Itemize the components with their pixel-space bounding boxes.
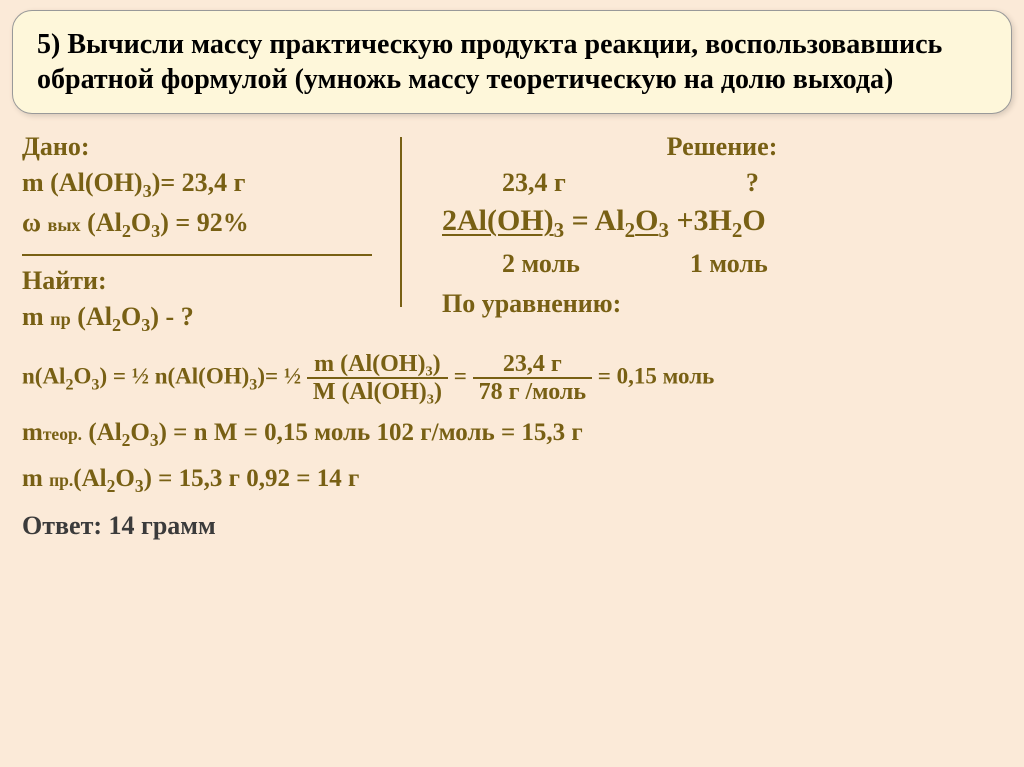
given-block: Дано: m (Al(OH)3)= 23,4 г ω вых (Al2O3) …: [22, 132, 412, 343]
sub: 3: [658, 218, 669, 242]
sub: 2: [122, 221, 131, 241]
txt: ?: [746, 168, 759, 197]
txt: ω: [22, 208, 48, 237]
sub: 3: [143, 181, 152, 201]
txt: m: [22, 302, 50, 331]
fraction-1: m (Al(OH)₃) M (Al(OH)₃): [307, 351, 448, 406]
txt: (Al: [71, 302, 112, 331]
txt: O: [635, 204, 658, 237]
eq-right: O3: [635, 204, 669, 237]
solution-top-values: 23,4 г?: [442, 168, 1002, 198]
sub: 2: [625, 218, 636, 242]
txt: n(Al: [22, 363, 65, 388]
txt: m: [22, 465, 49, 492]
reaction-equation: 2Al(OH)3 = Al2O3 +3H2O: [442, 204, 1002, 243]
txt: )= 23,4 г: [152, 168, 246, 197]
txt: ) = 92%: [160, 208, 248, 237]
given-line-2: ω вых (Al2O3) = 92%: [22, 208, 392, 242]
txt: )= ½: [257, 363, 301, 388]
calc-line-n: n(Al2O3) = ½ n(Al(OH)3)= ½ m (Al(OH)₃) M…: [22, 351, 1002, 406]
calculation-block: n(Al2O3) = ½ n(Al(OH)3)= ½ m (Al(OH)₃) M…: [22, 351, 1002, 542]
sub: 3: [135, 476, 144, 496]
slide: 5) Вычисли массу практическую продукта р…: [0, 0, 1024, 767]
txt: ) - ?: [150, 302, 193, 331]
txt: ) = n M = 0,15 моль 102 г/моль = 15,3 г: [159, 419, 583, 446]
txt: O: [115, 465, 134, 492]
solution-heading: Решение:: [442, 132, 1002, 162]
txt: O: [74, 363, 92, 388]
txt: +3H: [669, 204, 732, 237]
sub: 2: [732, 218, 743, 242]
sub: 3: [151, 221, 160, 241]
given-line-1: m (Al(OH)3)= 23,4 г: [22, 168, 392, 202]
txt: 23,4 г: [502, 168, 566, 197]
sub: 3: [554, 218, 565, 242]
sub-text: пр: [50, 309, 71, 329]
txt: (Al: [81, 208, 122, 237]
txt: (Al: [82, 419, 122, 446]
find-line-1: m пр (Al2O3) - ?: [22, 302, 392, 336]
frac-num: 23,4 г: [473, 351, 592, 379]
sub: 2: [112, 316, 121, 336]
sub-text: вых: [48, 215, 81, 235]
txt: 2Al(OH): [442, 204, 554, 237]
sub-text: пр.: [49, 470, 73, 490]
vertical-divider: [400, 137, 402, 307]
title-box: 5) Вычисли массу практическую продукта р…: [12, 10, 1012, 114]
row-given-solution: Дано: m (Al(OH)3)= 23,4 г ω вых (Al2O3) …: [22, 132, 1002, 343]
sub: 3: [141, 316, 150, 336]
sub: 2: [65, 376, 73, 393]
sub: 3: [150, 430, 159, 450]
fraction-2: 23,4 г 78 г /моль: [473, 351, 592, 406]
horizontal-divider: [22, 254, 372, 256]
txt: O: [131, 208, 151, 237]
txt: m: [22, 419, 43, 446]
txt: O: [121, 302, 141, 331]
answer-line: Ответ: 14 грамм: [22, 511, 1002, 541]
txt: ) = ½ n(Al(OH): [99, 363, 249, 388]
txt: 1 моль: [690, 249, 768, 278]
title-text: 5) Вычисли массу практическую продукта р…: [37, 27, 987, 97]
txt: m (Al(OH): [22, 168, 143, 197]
calc-line-mtheor: mтеор. (Al2O3) = n M = 0,15 моль 102 г/м…: [22, 419, 1002, 451]
calc-line-mpr: m пр.(Al2O3) = 15,3 г 0,92 = 14 г: [22, 465, 1002, 497]
frac-den: 78 г /моль: [473, 379, 592, 405]
mole-line: 2 моль 1 моль: [442, 249, 1002, 279]
frac-num: m (Al(OH)₃): [307, 351, 448, 379]
txt: O: [742, 204, 765, 237]
given-heading: Дано:: [22, 132, 392, 162]
eq-left: 2Al(OH)3: [442, 204, 564, 237]
txt: =: [454, 363, 473, 388]
txt: (Al: [73, 465, 106, 492]
by-equation: По уравнению:: [442, 289, 1002, 319]
txt: 2 моль: [502, 249, 580, 278]
sub-text: теор.: [43, 424, 82, 444]
txt: O: [130, 419, 149, 446]
content: Дано: m (Al(OH)3)= 23,4 г ω вых (Al2O3) …: [12, 132, 1012, 541]
frac-den: M (Al(OH)₃): [307, 379, 448, 405]
txt: ) = 15,3 г 0,92 = 14 г: [144, 465, 360, 492]
txt: = Al: [564, 204, 624, 237]
find-heading: Найти:: [22, 266, 392, 296]
txt: = 0,15 моль: [598, 363, 714, 388]
solution-block: Решение: 23,4 г? 2Al(OH)3 = Al2O3 +3H2O …: [412, 132, 1002, 343]
